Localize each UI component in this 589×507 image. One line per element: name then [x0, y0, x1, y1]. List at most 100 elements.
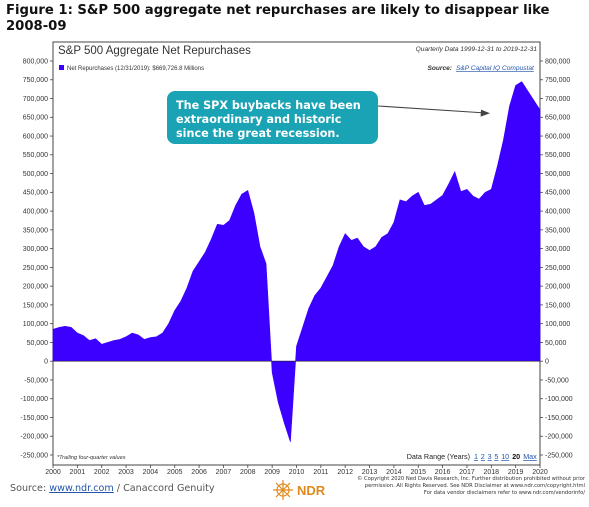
data-range-selector: Data Range (Years) 1 2 3 5 10 20 Max: [407, 452, 537, 461]
x-tick-label: 2013: [362, 469, 378, 476]
x-tick-label: 2019: [508, 469, 524, 476]
x-tick-label: 2004: [143, 469, 159, 476]
data-range-label: Data Range (Years): [407, 452, 470, 461]
source-line: Source: www.ndr.com / Canaccord Genuity: [10, 483, 215, 494]
x-tick-label: 2002: [94, 469, 110, 476]
source-label: Source:: [427, 65, 452, 72]
y-tick-label: 450,000: [23, 190, 48, 197]
y-tick-label: 750,000: [545, 77, 570, 84]
y-tick-label: 500,000: [545, 171, 570, 178]
callout-line: extraordinary and historic: [176, 113, 341, 126]
x-tick-label: 2020: [532, 469, 548, 476]
legend-swatch: [59, 65, 64, 70]
x-tick-label: 2015: [410, 469, 426, 476]
y-axis-left: 800,000 750,000 700,000 650,000 600,000 550,0…: [20, 58, 53, 459]
y-tick-label: -150,000: [545, 415, 573, 422]
y-tick-label: 300,000: [545, 246, 570, 253]
y-tick-label: 150,000: [23, 302, 48, 309]
callout-box: [167, 91, 378, 144]
x-tick-label: 2005: [167, 469, 183, 476]
y-tick-label: -250,000: [20, 452, 48, 459]
y-tick-label: -50,000: [545, 377, 569, 384]
x-tick-label: 2009: [264, 469, 280, 476]
x-tick-label: 2017: [459, 469, 475, 476]
footnote: *Trailing four-quarter values: [57, 455, 126, 461]
x-tick-label: 2011: [313, 469, 328, 476]
y-tick-label: 400,000: [23, 208, 48, 215]
x-tick-label: 2007: [216, 469, 232, 476]
ndr-logo: NDR: [273, 480, 326, 500]
y-tick-label: 300,000: [23, 246, 48, 253]
y-tick-label: 700,000: [23, 96, 48, 103]
y-tick-label: 250,000: [23, 265, 48, 272]
data-range-option[interactable]: Max: [523, 452, 537, 461]
callout-line: since the great recession.: [176, 127, 340, 140]
source-line-link[interactable]: www.ndr.com: [49, 483, 114, 494]
y-tick-label: 200,000: [545, 284, 570, 291]
y-tick-label: 400,000: [545, 208, 570, 215]
y-tick-label: 700,000: [545, 96, 570, 103]
compass-icon: [273, 480, 293, 500]
y-tick-label: -50,000: [24, 377, 48, 384]
annotation-callout: The SPX buybacks have been extraordinary …: [167, 91, 490, 144]
y-tick-label: 250,000: [545, 265, 570, 272]
x-tick-label: 2016: [435, 469, 451, 476]
x-axis: 2000 2001 2002 2003 2004 2005 2006 2007 2008 2009…: [45, 465, 548, 476]
y-tick-label: -150,000: [20, 415, 48, 422]
x-tick-label: 2010: [289, 469, 305, 476]
data-range-option[interactable]: 5: [494, 452, 498, 461]
chart-title: S&P 500 Aggregate Net Repurchases: [58, 45, 251, 57]
y-tick-label: 600,000: [23, 133, 48, 140]
y-tick-label: 500,000: [23, 171, 48, 178]
y-tick-label: -250,000: [545, 452, 573, 459]
legend-label: Net Repurchases (12/31/2019): $669,726.8…: [67, 66, 204, 72]
data-range-option[interactable]: 10: [501, 452, 509, 461]
data-range-option[interactable]: 1: [474, 452, 478, 461]
source-link[interactable]: S&P Capital IQ Compustat: [456, 65, 535, 72]
y-tick-label: 350,000: [23, 227, 48, 234]
callout-line: The SPX buybacks have been: [176, 99, 361, 112]
y-tick-label: 750,000: [23, 77, 48, 84]
y-tick-label: 600,000: [545, 133, 570, 140]
y-tick-label: -100,000: [20, 396, 48, 403]
y-tick-label: -100,000: [545, 396, 573, 403]
y-tick-label: 800,000: [545, 58, 570, 65]
x-tick-label: 2006: [191, 469, 207, 476]
y-tick-label: 50,000: [545, 340, 567, 347]
callout-arrow: [377, 105, 487, 114]
data-range-option[interactable]: 2: [481, 452, 485, 461]
y-tick-label: 550,000: [23, 152, 48, 159]
y-axis-right: 800,000 750,000 700,000 650,000 600,000 550,0…: [540, 58, 573, 459]
x-tick-label: 2000: [45, 469, 61, 476]
callout-text: The SPX buybacks have been extraordinary …: [176, 99, 361, 140]
copyright-line: © Copyright 2020 Ned Davis Research, Inc…: [357, 476, 585, 482]
data-range-option[interactable]: 3: [488, 452, 492, 461]
y-tick-label: 50,000: [27, 340, 49, 347]
x-tick-label: 2018: [484, 469, 500, 476]
y-tick-label: 650,000: [545, 115, 570, 122]
copyright-notice: © Copyright 2020 Ned Davis Research, Inc…: [315, 476, 585, 496]
x-tick-label: 2012: [337, 469, 353, 476]
y-tick-label: 800,000: [23, 58, 48, 65]
y-tick-label: 100,000: [545, 321, 570, 328]
y-tick-label: 650,000: [23, 115, 48, 122]
copyright-line: permission. All Rights Reserved. See NDR…: [364, 482, 585, 489]
x-tick-label: 2003: [118, 469, 134, 476]
y-tick-label: 100,000: [23, 321, 48, 328]
callout-arrowhead: [480, 109, 490, 117]
source-line-label: Source:: [10, 483, 47, 494]
ndr-logo-text: NDR: [297, 483, 326, 498]
y-tick-label: 0: [44, 359, 48, 366]
data-range-option[interactable]: 20: [512, 452, 520, 461]
y-tick-label: 0: [545, 359, 549, 366]
y-tick-label: 150,000: [545, 302, 570, 309]
copyright-line: For data vendor disclaimers refer to www…: [423, 489, 585, 496]
y-tick-label: 550,000: [545, 152, 570, 159]
y-tick-label: 450,000: [545, 190, 570, 197]
figure-title: Figure 1: S&P 500 aggregate net repurcha…: [6, 3, 550, 34]
y-tick-label: -200,000: [20, 434, 48, 441]
x-tick-label: 2014: [386, 469, 402, 476]
x-tick-label: 2008: [240, 469, 256, 476]
y-tick-label: 200,000: [23, 284, 48, 291]
